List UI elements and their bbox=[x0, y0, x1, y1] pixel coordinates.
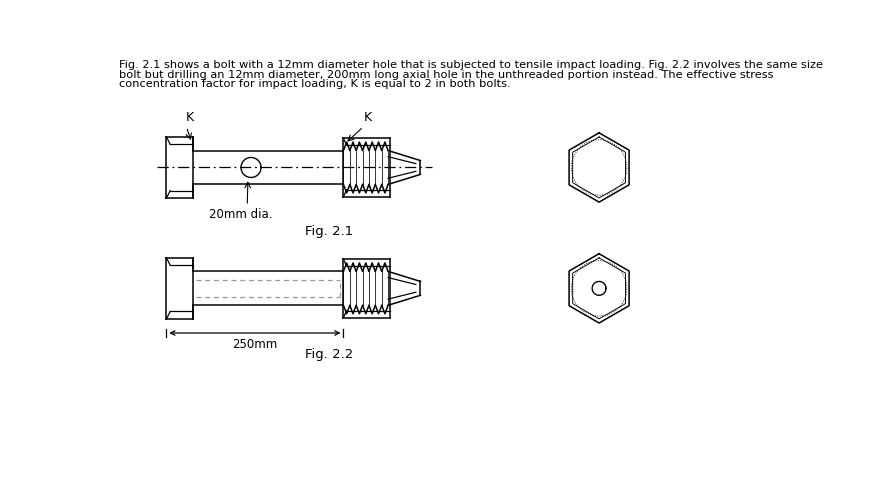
Text: concentration factor for impact loading, K is equal to 2 in both bolts.: concentration factor for impact loading,… bbox=[119, 79, 510, 89]
Text: 20mm dia.: 20mm dia. bbox=[209, 207, 273, 220]
Text: Fig. 2.2: Fig. 2.2 bbox=[306, 348, 354, 361]
Text: K: K bbox=[364, 110, 372, 124]
Text: Fig. 2.1: Fig. 2.1 bbox=[306, 225, 354, 238]
Text: 250mm: 250mm bbox=[232, 338, 277, 351]
Text: bolt but drilling an 12mm diameter, 200mm long axial hole in the unthreaded port: bolt but drilling an 12mm diameter, 200m… bbox=[119, 70, 773, 80]
Text: Fig. 2.1 shows a bolt with a 12mm diameter hole that is subjected to tensile imp: Fig. 2.1 shows a bolt with a 12mm diamet… bbox=[119, 60, 822, 70]
Text: K: K bbox=[185, 110, 193, 124]
